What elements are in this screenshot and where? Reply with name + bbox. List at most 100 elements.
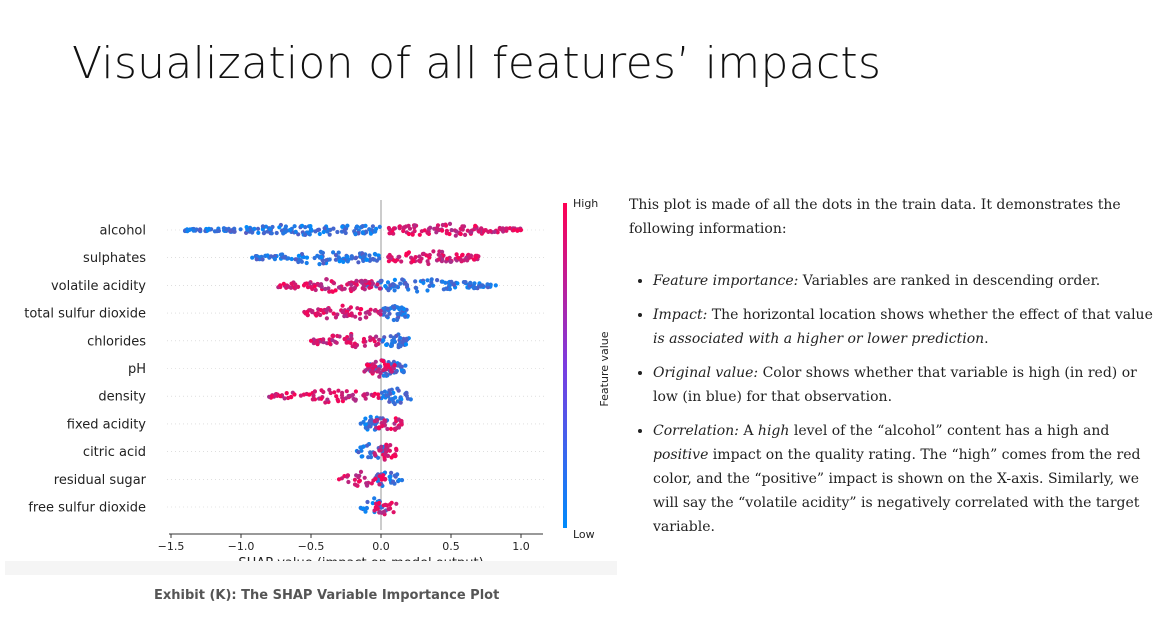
shap-dot — [395, 472, 400, 477]
shap-dot — [392, 363, 397, 368]
feature-label: density — [98, 390, 146, 405]
shap-dot — [435, 278, 440, 283]
shap-dot — [465, 258, 470, 263]
shap-dot — [399, 364, 404, 369]
shap-dot — [382, 477, 388, 482]
feature-label: pH — [128, 362, 146, 377]
x-tick-label: 0.5 — [442, 540, 460, 553]
shap-dot — [327, 257, 332, 262]
shap-dot — [331, 311, 336, 316]
shap-dot — [387, 231, 392, 236]
shap-dot — [362, 392, 367, 397]
shap-dot — [313, 287, 318, 293]
shap-dot — [357, 478, 362, 483]
bullet-feature-importance: Feature importance: Variables are ranked… — [653, 269, 1157, 293]
shap-dot-outlier — [250, 255, 255, 260]
shap-dot — [458, 231, 463, 237]
shap-dot — [396, 388, 401, 393]
shap-dot — [383, 447, 388, 452]
shap-dot — [364, 443, 370, 448]
shap-dot — [367, 285, 372, 290]
bullet-text: Color shows whether that variable is hig… — [653, 365, 1137, 405]
shap-dot — [407, 226, 413, 231]
shap-dot — [367, 253, 372, 258]
shap-dot — [443, 223, 449, 228]
shap-dot — [410, 232, 415, 237]
shap-dot — [333, 315, 338, 320]
colorbar-low-label: Low — [573, 528, 595, 541]
shap-dot — [310, 397, 315, 402]
shap-dot — [479, 226, 484, 231]
shap-dot — [340, 303, 345, 308]
shap-dot — [473, 285, 478, 290]
shap-dot-outlier — [474, 255, 479, 260]
shap-dot — [324, 277, 329, 282]
shap-dot — [364, 505, 369, 511]
shap-dot — [387, 448, 392, 453]
shap-dot — [391, 226, 397, 231]
shap-dot — [360, 224, 365, 229]
shap-dot — [255, 226, 261, 231]
shap-dot — [377, 510, 382, 515]
shap-dot — [306, 231, 311, 236]
shap-dot — [385, 306, 390, 311]
shap-dot — [426, 226, 432, 231]
shap-dot — [284, 391, 289, 396]
shap-dot — [429, 277, 434, 282]
shap-dot — [377, 482, 382, 487]
bullet-text: impact on the quality rating. The “high”… — [653, 447, 1141, 535]
shap-dot — [388, 334, 393, 339]
shap-dot — [345, 223, 350, 228]
shap-dot — [311, 393, 316, 398]
shap-dot — [354, 483, 359, 488]
shap-dot — [392, 277, 397, 282]
shap-dot — [404, 282, 410, 288]
shap-dot — [411, 259, 416, 264]
shap-dot — [370, 256, 376, 262]
shap-dot — [269, 254, 274, 259]
shap-dot — [361, 419, 366, 425]
shap-dot — [265, 253, 270, 258]
shap-dot — [507, 226, 513, 231]
shap-dot — [335, 333, 340, 339]
shap-dot — [463, 280, 468, 285]
shap-dot — [382, 310, 387, 315]
shap-dot — [365, 257, 370, 262]
shap-dot — [349, 282, 354, 287]
shap-dot — [358, 307, 363, 312]
shap-dot — [413, 279, 418, 284]
shap-dot — [327, 289, 332, 294]
shap-dot — [416, 258, 422, 263]
shap-dot — [341, 259, 346, 264]
shap-dot — [292, 392, 297, 397]
shap-dot — [447, 287, 452, 292]
shap-dot — [221, 226, 226, 231]
shap-dot — [377, 374, 382, 379]
shap-dot — [452, 282, 457, 288]
bullet-list: Feature importance: Variables are ranked… — [629, 269, 1157, 539]
feature-label: fixed acidity — [67, 417, 147, 432]
shap-dot — [198, 227, 203, 232]
shap-dot — [358, 469, 364, 474]
shap-dot — [460, 224, 465, 229]
shap-dot — [424, 253, 429, 258]
shap-dot — [317, 262, 322, 267]
shap-dot — [399, 418, 404, 424]
shap-dot — [326, 286, 331, 291]
shap-dot — [325, 397, 330, 402]
shap-dot — [388, 283, 393, 288]
shap-dot — [403, 314, 408, 319]
shap-dot — [360, 230, 365, 236]
shap-dot — [304, 260, 309, 266]
shap-dot — [378, 278, 383, 284]
shap-dot — [373, 252, 378, 257]
shap-dot — [377, 448, 382, 453]
shap-dot — [427, 283, 432, 289]
shap-dot — [353, 398, 358, 403]
shap-dot — [391, 305, 396, 310]
slide-title: Visualization of all features’ impacts — [72, 38, 882, 89]
shap-dot — [342, 314, 347, 319]
shap-dot — [327, 232, 332, 237]
shap-dot — [364, 230, 369, 235]
shap-dot — [345, 254, 350, 259]
